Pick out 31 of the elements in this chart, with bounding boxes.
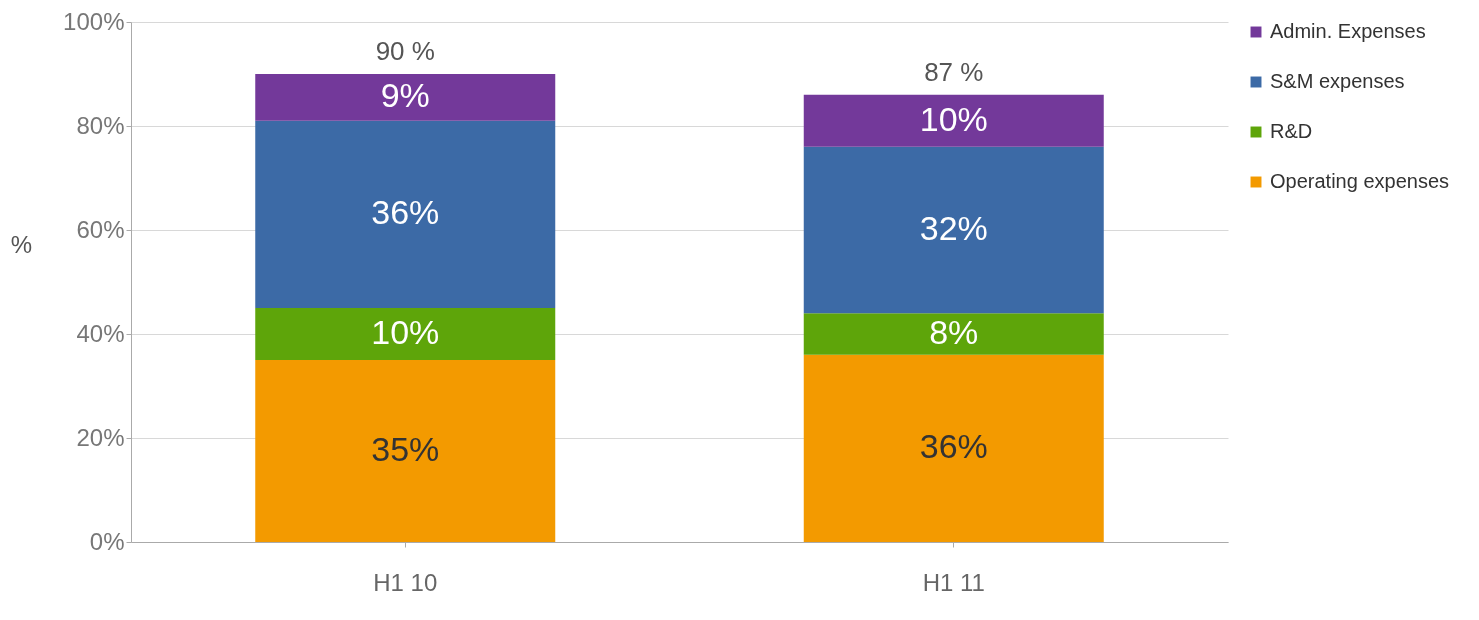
bar [255, 120, 556, 308]
data-label: 10% [919, 99, 988, 138]
legend-label: Admin. Expenses [1270, 20, 1426, 42]
bar [803, 94, 1104, 147]
data-label: 10% [371, 313, 440, 351]
data-label: 8% [929, 313, 979, 351]
data-label: 36% [919, 427, 988, 466]
y-tick-label: 20% [76, 423, 125, 451]
bar [255, 74, 556, 121]
bar [803, 313, 1104, 355]
data-label: 36% [371, 193, 440, 232]
bar [255, 360, 556, 542]
total-label: 87 % [924, 56, 984, 87]
y-axis-title: % [10, 230, 33, 258]
y-tick-label: 80% [76, 111, 125, 139]
data-label: 9% [380, 76, 430, 115]
bar [255, 308, 556, 360]
total-label: 90 % [375, 36, 435, 66]
x-tick-label: H1 11 [922, 568, 985, 596]
legend-label: R&D [1270, 120, 1313, 142]
x-tick-label: H1 10 [373, 568, 438, 596]
bar [803, 146, 1104, 314]
y-tick-label: 100% [63, 7, 125, 35]
y-tick-label: 0% [89, 527, 125, 555]
legend-label: Operating expenses [1270, 170, 1450, 192]
legend-label: S&M expenses [1270, 70, 1405, 92]
data-label: 32% [919, 209, 988, 247]
data-label: 35% [371, 430, 440, 468]
y-tick-label: 60% [76, 215, 125, 243]
y-tick-label: 40% [76, 319, 125, 347]
bar [803, 354, 1104, 542]
